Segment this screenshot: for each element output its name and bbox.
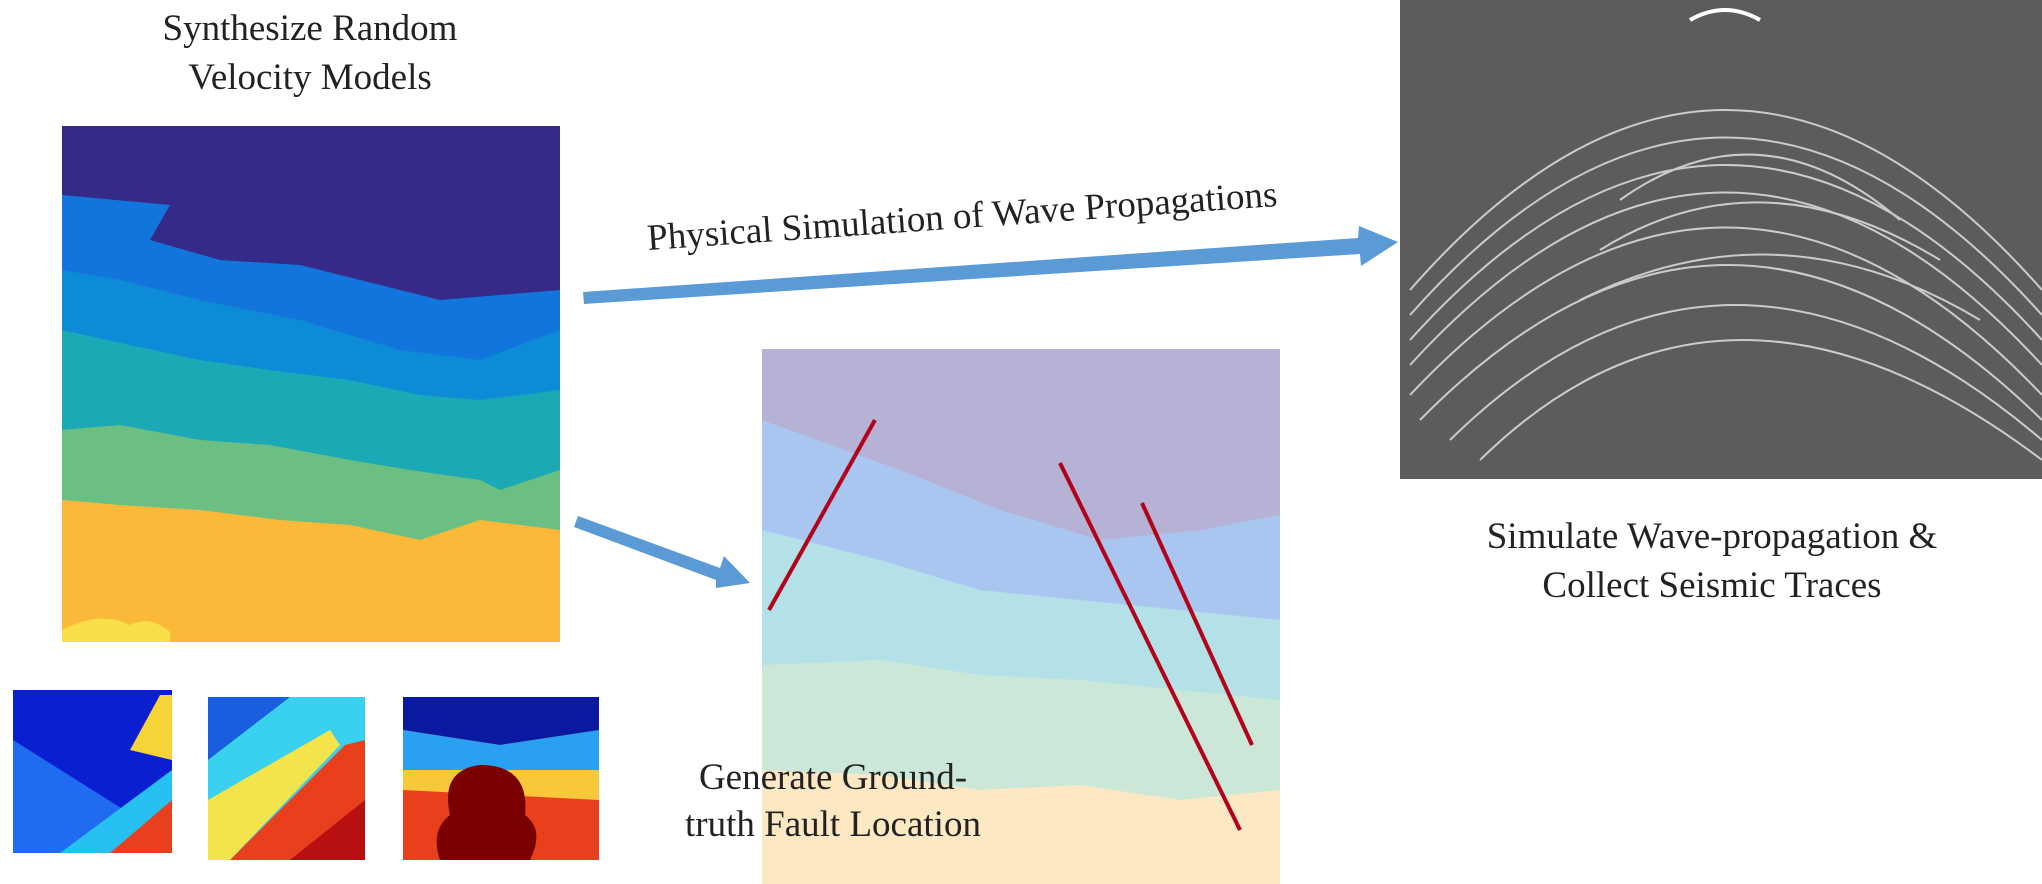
- node-label: Simulate Wave-propagation &: [1487, 516, 1938, 557]
- node-label: Collect Seismic Traces: [1542, 565, 1881, 606]
- velocity-model: [62, 126, 560, 642]
- seismic-image: [1400, 0, 2042, 479]
- thumbnail: [403, 697, 599, 860]
- node-label: Velocity Models: [188, 57, 432, 98]
- thumbnail: [13, 690, 172, 853]
- page: Synthesize Random Velocity Models Physic…: [0, 0, 2042, 884]
- diagram: Synthesize Random Velocity Models Physic…: [0, 0, 2042, 884]
- node-label: Generate Ground-: [699, 757, 967, 798]
- edge-label: Physical Simulation of Wave Propagations: [646, 174, 1279, 259]
- node-label: Synthesize Random: [163, 8, 458, 49]
- node-label: truth Fault Location: [685, 804, 981, 845]
- thumbnail: [208, 697, 365, 860]
